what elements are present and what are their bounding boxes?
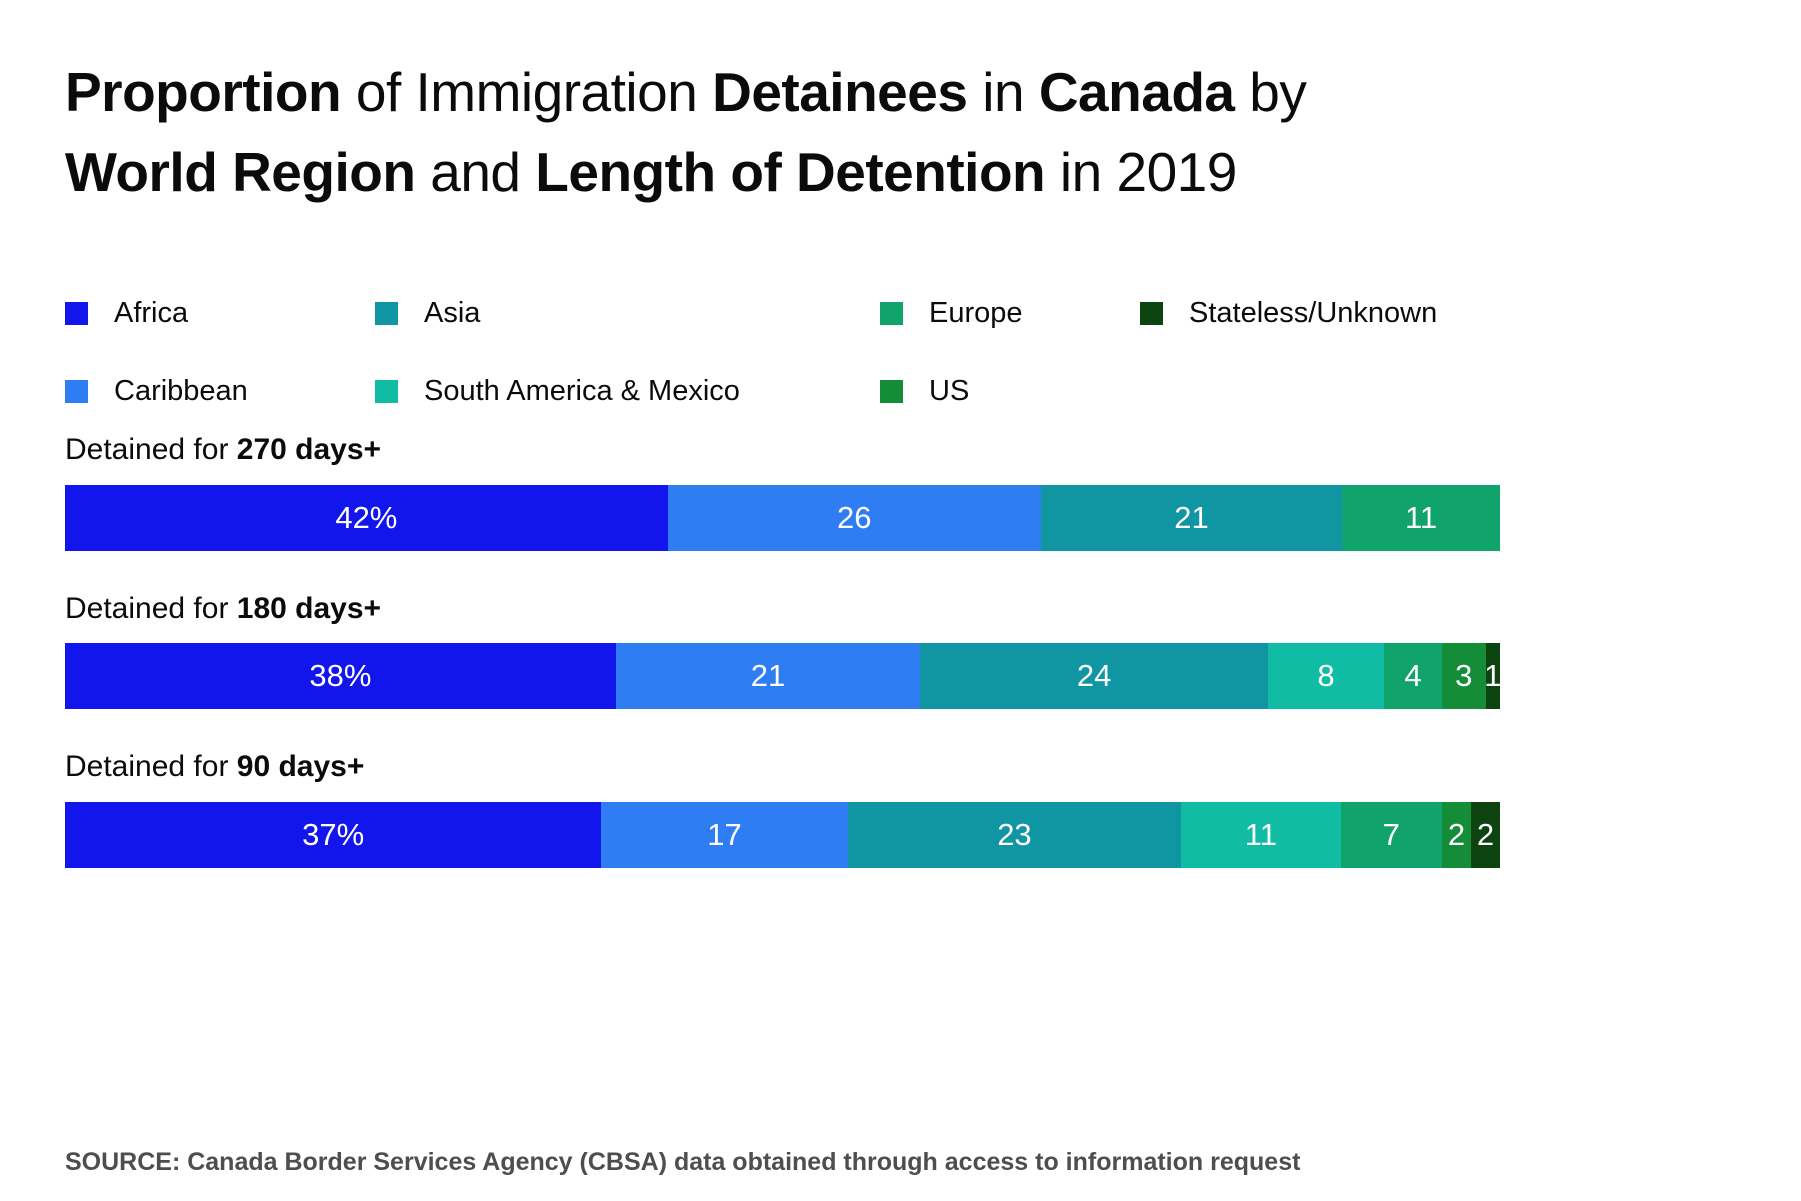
chart-title-text: Detainees — [712, 61, 968, 123]
bar-group-270-days: Detained for 270 days+ 42% 26 21 11 — [65, 433, 1500, 551]
source-note: SOURCE: Canada Border Services Agency (C… — [65, 1148, 1301, 1176]
bar-segment-africa: 38% — [65, 643, 616, 709]
legend-item-us: US — [880, 375, 1140, 408]
legend-swatch-south-america-mexico — [375, 380, 398, 403]
legend-swatch-us — [880, 380, 903, 403]
bar-segment-asia: 23 — [847, 801, 1182, 868]
bar-segment-stateless-unknown: 2 — [1471, 801, 1500, 868]
legend-item-south-america-mexico: South America & Mexico — [375, 375, 880, 408]
bar-segment-europe: 7 — [1340, 801, 1443, 868]
legend-swatch-asia — [375, 302, 398, 325]
chart-title-line: World Region and Length of Detention in … — [65, 132, 1585, 212]
legend-label: US — [929, 375, 970, 407]
bar-segment-value: 2 — [1447, 816, 1466, 852]
bar-segment-us: 3 — [1442, 643, 1486, 709]
legend-label: Caribbean — [114, 375, 248, 407]
bar-segment-europe: 4 — [1384, 643, 1443, 709]
legend-swatch-caribbean — [65, 380, 88, 403]
legend-swatch-stateless-unknown — [1140, 302, 1163, 325]
legend: Africa Asia Europe Stateless/Unknown Caribbe… — [65, 297, 1437, 408]
stacked-bar: 38% 21 24 8 4 3 1 — [65, 643, 1502, 709]
bar-segment-stateless-unknown: 1 — [1484, 643, 1502, 709]
chart-title-line: Proportion of Immigration Detainees in C… — [65, 52, 1585, 132]
legend-swatch-europe — [880, 302, 903, 325]
bar-group-label: Detained for 90 days+ — [65, 750, 1500, 785]
bar-segment-caribbean: 21 — [615, 643, 921, 709]
bar-segment-caribbean: 26 — [667, 484, 1041, 551]
bar-segment-value: 26 — [837, 499, 872, 535]
bar-segment-us: 2 — [1442, 801, 1472, 868]
chart-title: Proportion of Immigration Detainees in C… — [65, 52, 1585, 213]
bar-segment-value: 3 — [1455, 658, 1473, 693]
bar-segment-africa: 37% — [65, 801, 602, 868]
stacked-bar: 37% 17 23 11 7 2 2 — [65, 801, 1500, 868]
bar-segment-asia: 21 — [1040, 484, 1343, 551]
bar-group-label: Detained for 270 days+ — [65, 433, 1500, 468]
bar-segment-value: 7 — [1382, 816, 1400, 852]
bar-segment-value: 42% — [335, 499, 398, 535]
chart-title-text: in 2019 — [1045, 141, 1237, 204]
bar-segment-value: 8 — [1317, 658, 1335, 693]
chart-title-text: in — [967, 61, 1039, 123]
bar-group-180-days: Detained for 180 days+ 38% 21 24 8 4 3 1 — [65, 592, 1502, 709]
bar-segment-value: 38% — [309, 658, 372, 693]
legend-label: Stateless/Unknown — [1189, 297, 1438, 329]
legend-swatch-africa — [65, 302, 88, 325]
bar-group-label-duration: 180 days+ — [236, 591, 382, 625]
bar-group-label-duration: 90 days+ — [236, 750, 365, 783]
bar-segment-value: 24 — [1076, 658, 1112, 693]
bar-segment-value: 11 — [1244, 816, 1277, 852]
legend-item-stateless-unknown: Stateless/Unknown — [1140, 297, 1437, 330]
legend-label: South America & Mexico — [424, 375, 740, 407]
bar-group-label-duration: 270 days+ — [236, 433, 382, 466]
stacked-bar: 42% 26 21 11 — [65, 484, 1500, 551]
legend-item-africa: Africa — [65, 297, 375, 330]
legend-label: Asia — [424, 297, 481, 329]
bar-segment-asia: 24 — [920, 643, 1269, 709]
bar-segment-value: 37% — [302, 816, 365, 852]
legend-label: Africa — [114, 297, 189, 329]
bar-segment-value: 2 — [1476, 816, 1495, 852]
bar-segment-south-america-mexico: 11 — [1181, 801, 1341, 868]
bar-segment-value: 11 — [1404, 499, 1438, 535]
legend-item-asia: Asia — [375, 297, 880, 330]
bar-segment-europe: 11 — [1342, 484, 1500, 551]
legend-item-caribbean: Caribbean — [65, 375, 375, 408]
bar-group-90-days: Detained for 90 days+ 37% 17 23 11 7 2 2 — [65, 750, 1500, 868]
legend-item-europe: Europe — [880, 297, 1140, 330]
bar-group-label-prefix: Detained for — [65, 750, 237, 783]
chart-title-text: Proportion — [65, 61, 342, 123]
bar-group-label-prefix: Detained for — [65, 591, 237, 625]
chart-title-text: and — [415, 141, 536, 204]
chart-title-text: by — [1234, 61, 1307, 123]
chart-title-text: Length of Detention — [535, 141, 1046, 204]
bar-segment-africa: 42% — [65, 484, 668, 551]
bar-segment-south-america-mexico: 8 — [1268, 643, 1385, 709]
bar-segment-value: 17 — [707, 816, 742, 852]
bar-group-label: Detained for 180 days+ — [65, 592, 1500, 627]
chart-title-text: Canada — [1038, 61, 1235, 123]
bar-segment-value: 1 — [1484, 658, 1502, 693]
bar-segment-value: 21 — [1174, 499, 1209, 535]
bar-group-label-prefix: Detained for — [65, 433, 237, 466]
bar-segment-caribbean: 17 — [601, 801, 848, 868]
stacked-bar-chart: Detained for 270 days+ 42% 26 21 11 Detained … — [65, 433, 1502, 909]
legend-label: Europe — [929, 297, 1023, 329]
bar-segment-value: 23 — [997, 816, 1032, 852]
bar-segment-value: 21 — [750, 658, 786, 693]
bar-segment-value: 4 — [1404, 658, 1422, 693]
chart-title-text: World Region — [65, 141, 416, 204]
chart-title-text: of Immigration — [341, 61, 713, 123]
